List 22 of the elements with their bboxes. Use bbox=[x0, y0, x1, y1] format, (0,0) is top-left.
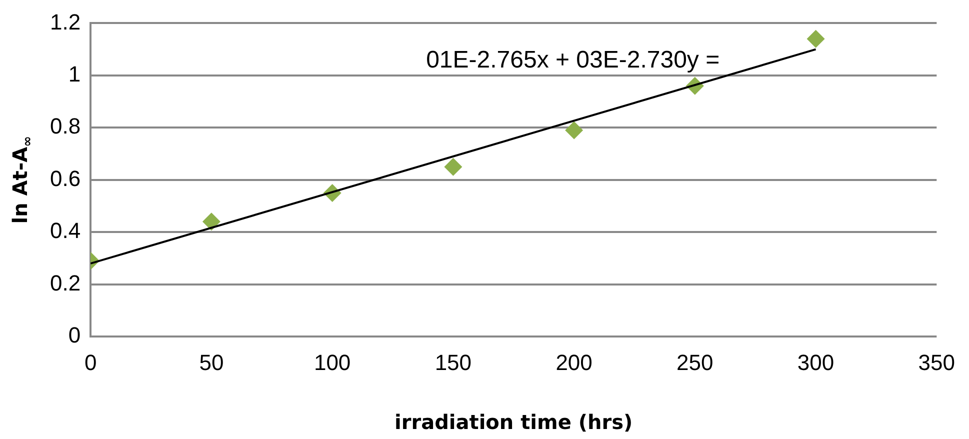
annotation: 01E-2.765x + 03E-2.730y = bbox=[426, 46, 720, 74]
point bbox=[806, 30, 825, 48]
x-tick-label: 100 bbox=[314, 350, 351, 375]
y-tick-label: 0 bbox=[68, 322, 81, 348]
x-tick-label: 200 bbox=[556, 350, 592, 375]
point bbox=[202, 212, 220, 231]
y-tick-label: 0.4 bbox=[50, 218, 81, 244]
y-tick-label: 1 bbox=[68, 61, 81, 86]
y-tick-label: 1.2 bbox=[50, 9, 81, 34]
y-axis-title: ln At-A∞ bbox=[8, 136, 36, 224]
x-tick-label: 0 bbox=[84, 350, 97, 375]
y-tick-label: 0.8 bbox=[50, 114, 81, 139]
x-tick-label: 150 bbox=[434, 350, 472, 375]
x-axis-title: irradiation time (hrs) bbox=[394, 410, 633, 434]
x-tick-label: 300 bbox=[797, 350, 834, 375]
x-tick-label: 50 bbox=[199, 350, 224, 375]
point bbox=[444, 158, 462, 176]
x-tick-label: 350 bbox=[918, 350, 956, 375]
y-tick-label: 0.6 bbox=[50, 166, 81, 191]
x-tick-label: 250 bbox=[676, 350, 714, 375]
y-tick-label: 0.2 bbox=[50, 270, 81, 296]
point bbox=[565, 121, 584, 140]
